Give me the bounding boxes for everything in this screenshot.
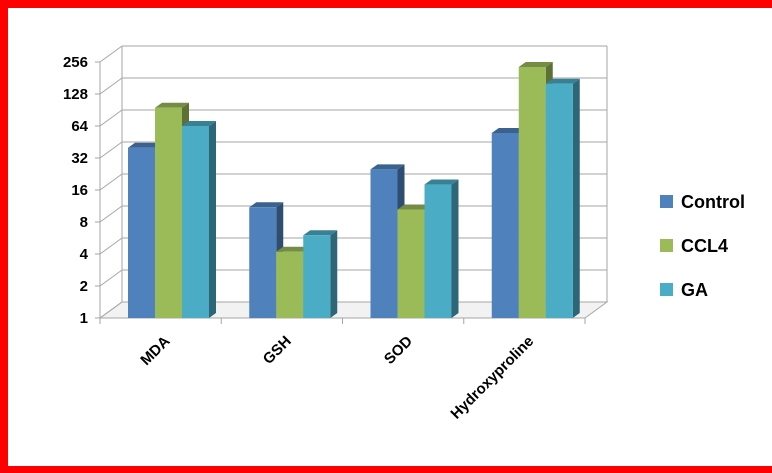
x-category-label: Hydroxyproline — [447, 333, 537, 423]
legend: Control CCL4 GA — [660, 192, 745, 300]
legend-label-ga: GA — [681, 280, 708, 300]
bar-mda-ga — [182, 121, 216, 318]
y-tick-label: 32 — [71, 150, 88, 167]
gridline-side — [99, 205, 123, 223]
y-tick-labels: 1 2 4 8 16 32 64 128 256 — [63, 54, 89, 327]
legend-label-control: Control — [681, 192, 745, 212]
y-tick-label: 2 — [80, 278, 88, 295]
y-tick-label: 4 — [80, 246, 89, 263]
chart-frame-bottom-border — [0, 466, 772, 473]
x-category-label: SOD — [381, 333, 416, 368]
legend-swatch-ccl4 — [660, 239, 673, 252]
bars-layer — [128, 61, 580, 319]
gridline-side — [99, 141, 123, 159]
y-tick-label: 256 — [63, 54, 88, 71]
x-category-label: MDA — [137, 333, 173, 369]
y-tick-label: 128 — [63, 86, 88, 103]
legend-label-ccl4: CCL4 — [681, 236, 728, 256]
gridline-side — [99, 269, 123, 287]
bar-gsh-ga — [303, 230, 338, 318]
gridline-side — [99, 301, 123, 319]
legend-swatch-ga — [660, 283, 673, 296]
x-category-label: GSH — [260, 333, 295, 368]
gridline-side — [99, 77, 123, 95]
legend-swatch-control — [660, 195, 673, 208]
category-labels: MDA GSH SOD Hydroxyproline — [137, 333, 537, 423]
bar-hydroxyproline-ga — [545, 78, 580, 318]
gridline-side — [99, 173, 123, 191]
gridline-side — [99, 237, 123, 255]
y-tick-label: 64 — [71, 118, 88, 135]
y-tick-label: 8 — [80, 214, 88, 231]
bar-sod-ga — [424, 179, 459, 318]
bar-mda-control — [128, 142, 162, 318]
gridline-side — [99, 45, 123, 63]
y-tick-label: 1 — [80, 310, 88, 327]
y-tick-label: 16 — [71, 182, 88, 199]
gridline-side — [99, 109, 123, 127]
